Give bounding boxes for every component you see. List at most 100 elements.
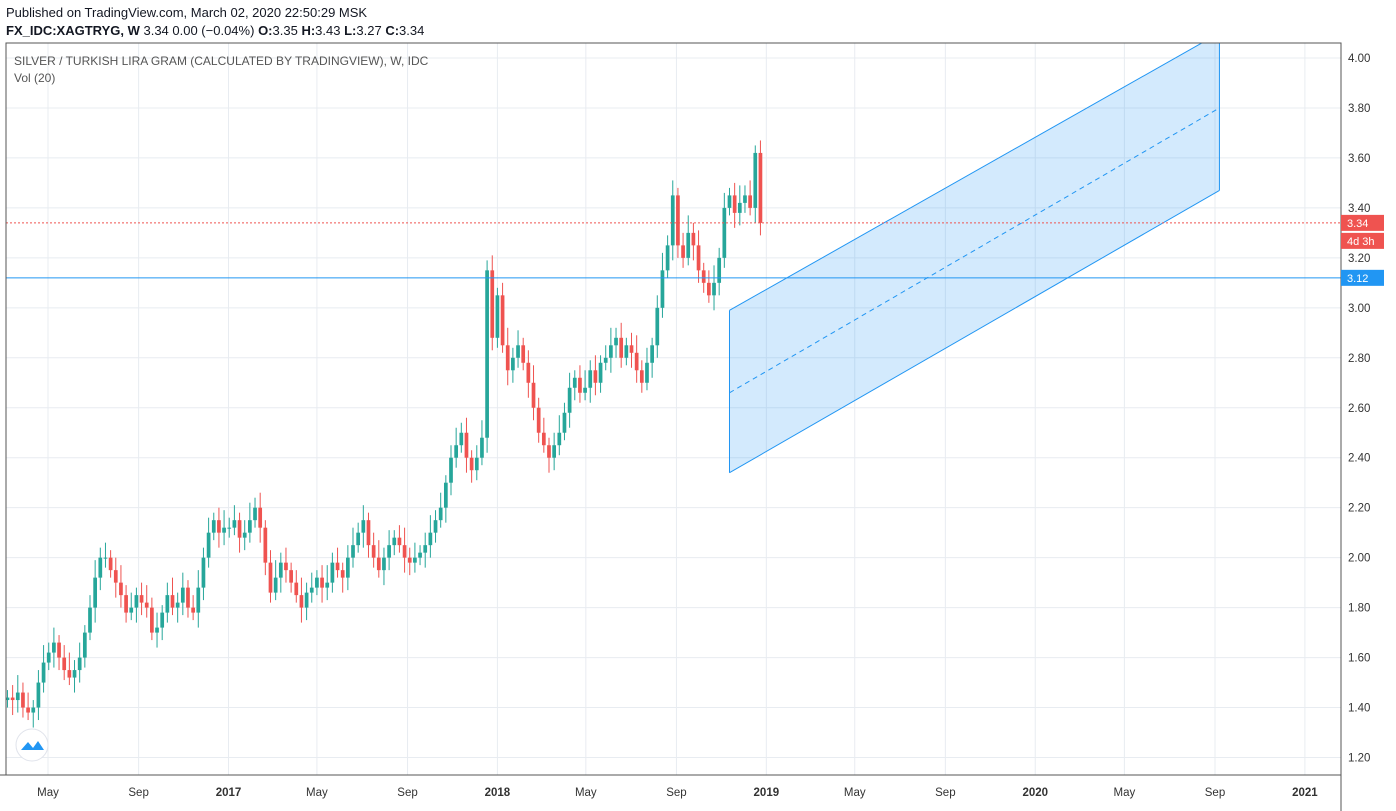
candle-body [727, 195, 732, 208]
price-tick-label: 1.40 [1348, 703, 1370, 715]
candle [36, 670, 41, 721]
candlestick-series [5, 140, 763, 728]
candle-body [438, 507, 443, 521]
candle [376, 540, 381, 578]
candle [516, 330, 520, 368]
candle-body [536, 407, 541, 433]
candle-body [129, 607, 134, 613]
candle [583, 370, 587, 401]
last-quote: 3.34 0.00 (−0.04%) [143, 23, 255, 38]
candle-body [609, 345, 613, 358]
candle-body [707, 282, 711, 296]
open-value: 3.35 [272, 23, 298, 38]
candle [26, 692, 30, 721]
candle [237, 512, 242, 553]
tradingview-logo-icon[interactable] [15, 728, 49, 762]
candle-body [743, 195, 747, 203]
candle [299, 577, 304, 623]
candle [614, 327, 618, 358]
parallel-channel[interactable] [728, 33, 1220, 474]
candle [46, 642, 51, 671]
candle-body [155, 627, 159, 633]
candle [52, 627, 56, 668]
candle-body [516, 345, 520, 358]
candle [294, 570, 299, 603]
candle-body [119, 582, 123, 596]
candle [108, 550, 113, 578]
candle [676, 187, 680, 258]
time-tick-label: Sep [935, 787, 955, 799]
candle [526, 350, 531, 398]
candle-body [454, 445, 459, 458]
candle-body [31, 707, 36, 713]
candle [387, 530, 391, 571]
candle-body [737, 202, 742, 213]
candle [165, 582, 170, 623]
candle-body [41, 662, 46, 683]
candle-body [98, 557, 103, 578]
time-axis[interactable]: May Sep 2017 May Sep 2018 May Sep 2019 May Sep 2020… [37, 787, 1318, 799]
candle-body [361, 520, 366, 533]
candle [485, 260, 489, 453]
candle [309, 572, 314, 603]
candle-body [629, 345, 634, 353]
candle [536, 397, 541, 443]
candle-body [330, 562, 335, 583]
candle [588, 360, 593, 403]
candle-body [263, 527, 268, 563]
candle [325, 565, 330, 601]
candle [211, 512, 216, 541]
candle-body [26, 707, 30, 713]
candle [72, 660, 77, 693]
candle [206, 517, 211, 568]
candle-body [88, 607, 92, 633]
time-tick-label: May [575, 787, 597, 799]
candle-body [526, 362, 531, 383]
candle-body [108, 557, 113, 571]
candle-body [299, 595, 304, 608]
candle [490, 255, 495, 351]
candle-body [113, 570, 118, 583]
symbol-ohlc-line: FX_IDC:XAGTRYG, W 3.34 0.00 (−0.04%) O:3… [6, 23, 424, 38]
candle [88, 595, 92, 641]
candle-body [670, 195, 675, 246]
candle-body [758, 152, 763, 223]
candle-body [495, 295, 500, 338]
candle-body [201, 557, 206, 588]
candle-body [67, 670, 72, 678]
candle-body [428, 532, 433, 546]
candle-body [547, 445, 551, 458]
level-price-badge-bg [1341, 269, 1384, 286]
candle [691, 222, 696, 261]
candle [366, 512, 371, 558]
price-tick-label: 2.80 [1348, 353, 1370, 365]
price-tick-label: 3.40 [1348, 203, 1370, 215]
candle-body [732, 195, 737, 213]
candle-body [614, 337, 618, 346]
candle [103, 542, 108, 568]
candle-body [449, 457, 453, 483]
chart-header: Published on TradingView.com, March 02, … [0, 0, 1396, 42]
candle [82, 625, 87, 668]
candle-body [309, 587, 314, 593]
candle-body [356, 532, 361, 546]
candle-body [206, 532, 211, 558]
candle [418, 545, 422, 566]
price-tick-label: 3.60 [1348, 153, 1370, 165]
candle-body [531, 382, 536, 408]
candle-body [294, 582, 299, 596]
level-price-badge-text: 3.12 [1347, 273, 1368, 285]
candle [258, 492, 263, 543]
candle [402, 527, 407, 573]
candle-body [387, 545, 391, 558]
candle [603, 345, 608, 371]
candle-body [21, 692, 25, 708]
candle [10, 685, 15, 716]
candle-body [691, 232, 696, 246]
price-tick-label: 3.00 [1348, 303, 1370, 315]
price-axis[interactable]: 1.20 1.40 1.60 1.80 2.00 2.20 2.40 2.60 2.80 3.00… [1341, 53, 1384, 765]
candle [15, 675, 20, 713]
candle [686, 215, 691, 266]
logo-mark [21, 741, 44, 750]
